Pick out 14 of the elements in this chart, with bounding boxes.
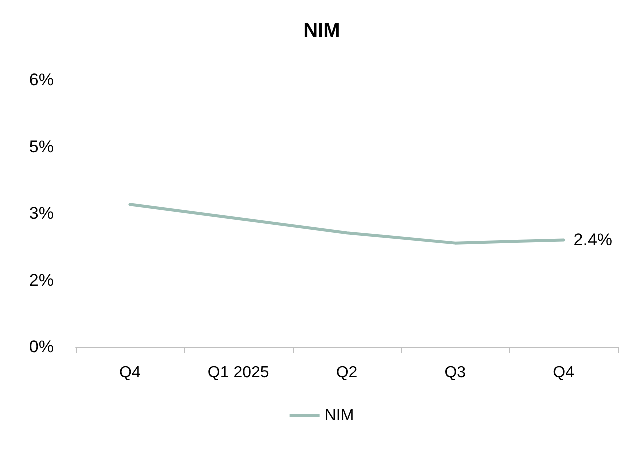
data-label: 2.4% <box>574 230 613 250</box>
line-series <box>128 203 566 245</box>
legend-label: NIM <box>324 408 354 424</box>
x-tick-label: Q4 <box>120 364 141 382</box>
y-tick-label: 5% <box>29 137 54 156</box>
y-tick-label: 3% <box>29 204 54 223</box>
x-tick-label: Q2 <box>336 364 358 382</box>
x-tick-label: Q1 2025 <box>208 364 270 382</box>
y-tick-label: 6% <box>29 70 54 90</box>
x-tick-label: Q3 <box>444 364 466 382</box>
x-tick-label: Q4 <box>553 364 575 382</box>
y-tick-label: 2% <box>29 270 54 290</box>
y-tick-label: 0% <box>29 338 54 356</box>
chart-title: NIM <box>304 20 340 42</box>
